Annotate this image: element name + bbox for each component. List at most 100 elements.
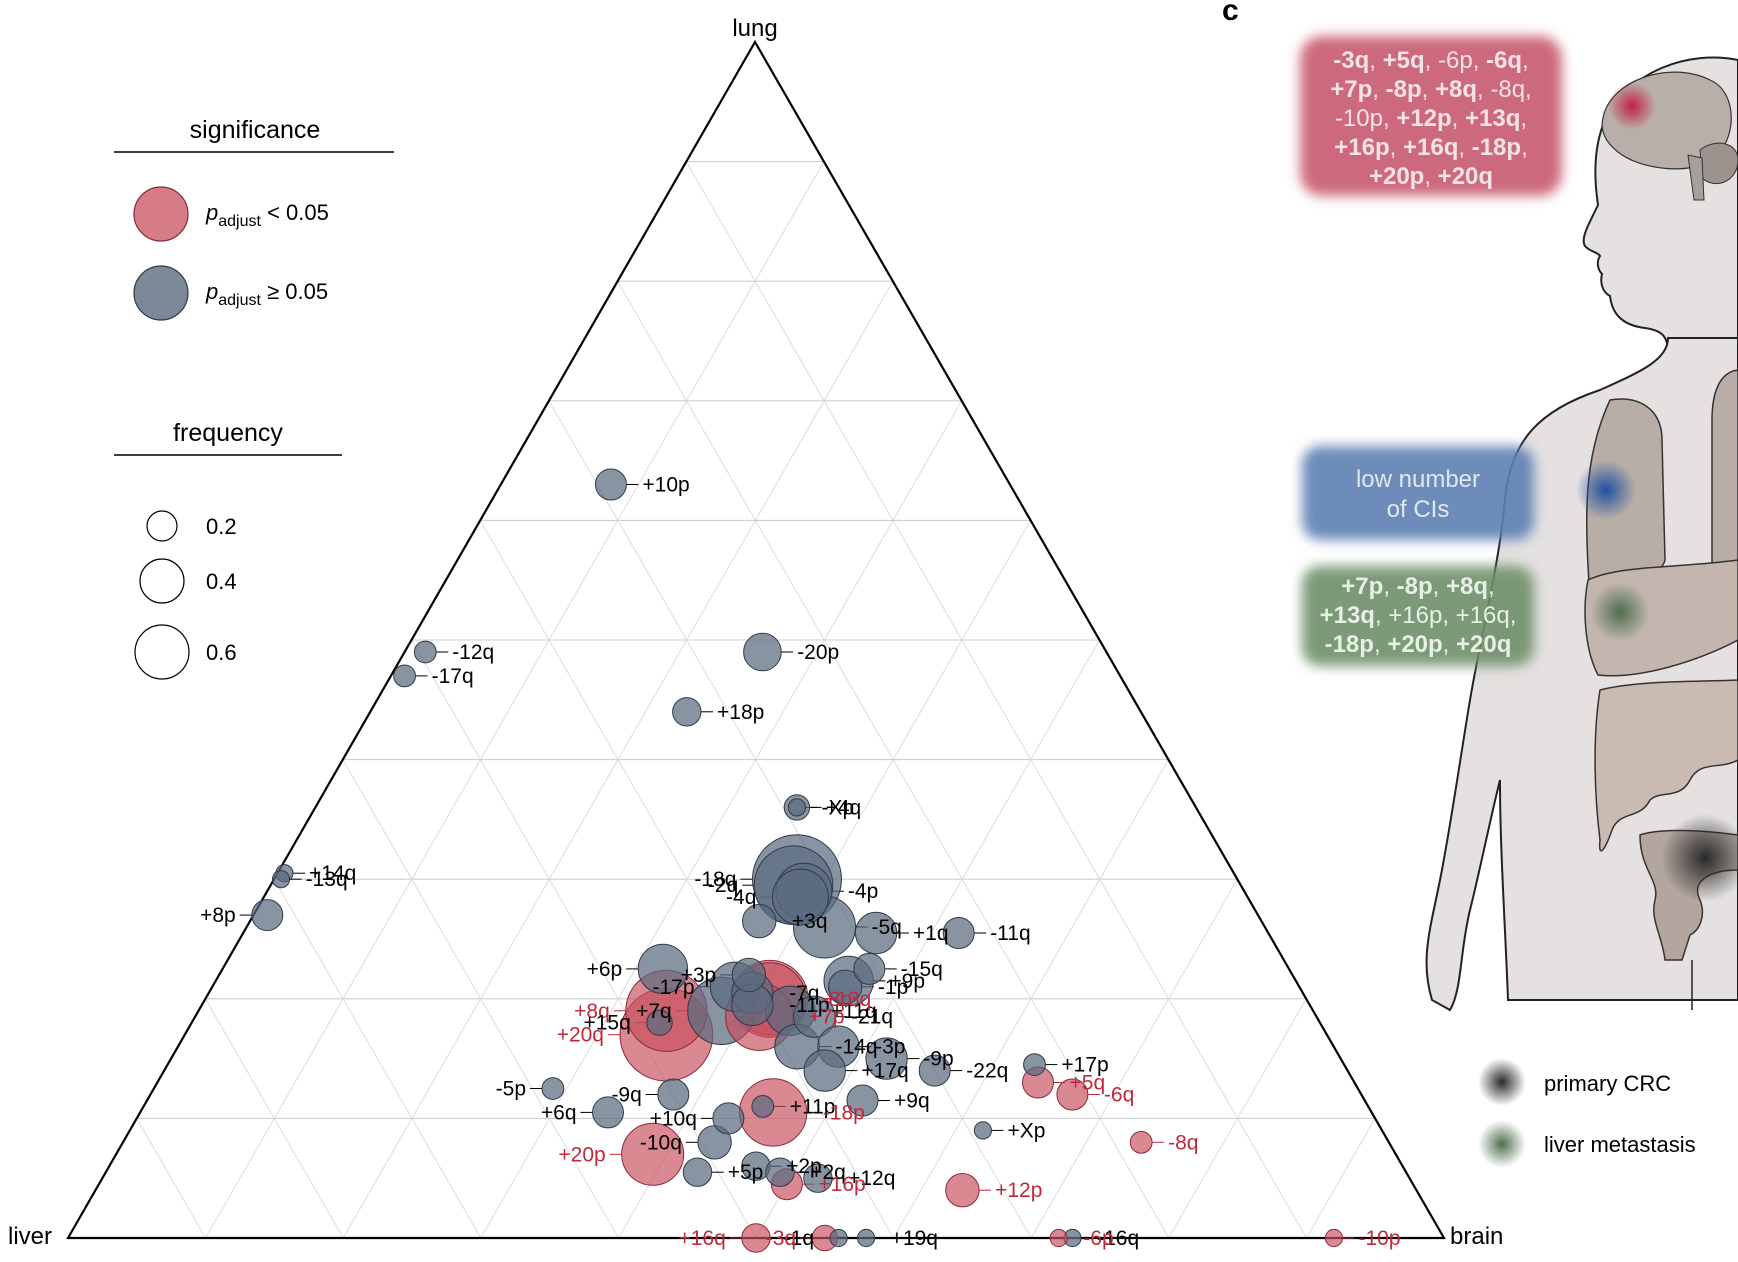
point-label-+5q: +5q — [1070, 1072, 1106, 1095]
point-label--3q: -3q — [766, 1227, 796, 1250]
point-label-+9p: +9p — [889, 970, 925, 993]
point--Xp — [787, 798, 807, 817]
point-+8p — [251, 899, 284, 932]
point-+19q — [857, 1228, 876, 1248]
anatomy-legend: primary CRC liver metastasis — [1478, 1058, 1696, 1168]
point-label--14q: -14q — [836, 1036, 878, 1059]
lung-box-bg — [1302, 446, 1534, 540]
brain-glow — [1608, 82, 1656, 130]
point-label--8p: -8p — [822, 988, 852, 1011]
lung-box-line-1: low number — [1356, 466, 1480, 493]
point-label-+5p: +5p — [728, 1161, 764, 1184]
left-lung — [1711, 369, 1738, 586]
point--13q — [271, 870, 291, 889]
point-label--5p: -5p — [496, 1078, 526, 1101]
liver-box: +7p, -8p, +8q, +13q, +16p, +16q, -18p, +20… — [1302, 566, 1534, 666]
liver-met-swatch — [1478, 1120, 1526, 1168]
point-label--17q: -17q — [432, 665, 474, 688]
point--1q — [829, 1228, 848, 1248]
point--4q — [771, 868, 829, 926]
point-label--18p: -18p — [823, 1101, 865, 1124]
legend-freq-label-0.4: 0.4 — [206, 569, 237, 594]
point-label--16q: -16q — [1097, 1227, 1139, 1250]
grid-line-brain-3 — [480, 400, 963, 1239]
point-label--6p: -6p — [1083, 1227, 1113, 1250]
point--15q — [853, 952, 886, 985]
point-label-+1q: +1q — [913, 922, 949, 945]
point-label-+17q: +17q — [861, 1060, 908, 1083]
point-+9q — [846, 1084, 879, 1117]
point-label--1q: -1q — [784, 1227, 814, 1250]
lung-box-line-2: of CIs — [1387, 496, 1450, 523]
point-+17p — [1023, 1053, 1046, 1076]
point--10p — [1324, 1228, 1344, 1248]
intestines — [1594, 679, 1738, 852]
brain-box-text-line-2: +7p, -8p, +8q, -8q, — [1330, 76, 1531, 103]
point-label-+8q: +8q — [574, 1000, 610, 1023]
primary-crc-swatch — [1478, 1058, 1526, 1106]
point-label-+3p: +3p — [681, 964, 717, 987]
point-label-+2p: +2p — [786, 1155, 822, 1178]
point-label-+20q: +20q — [557, 1024, 604, 1047]
grid-line-brain-7 — [1030, 878, 1238, 1239]
legend-nonsig-text: padjust ≥ 0.05 — [205, 279, 328, 309]
legend-nonsig-swatch — [133, 265, 189, 321]
brain-box-text-line-3: -10p, +12p, +13q, — [1335, 105, 1527, 132]
point-+Xp — [973, 1121, 993, 1140]
point-label--2q: -2q — [708, 874, 738, 897]
point-label--11p: -11p — [789, 994, 829, 1017]
point-label-+Xp: +Xp — [1008, 1119, 1046, 1142]
brain-box-bg — [1300, 36, 1562, 196]
point-label--4p: -4p — [848, 880, 878, 903]
liver-glow — [1590, 582, 1650, 642]
point--1p — [828, 969, 863, 1004]
point-label-+20p: +20p — [558, 1143, 605, 1166]
liver-box-text-line-2: +13q, +16p, +16q, — [1320, 602, 1517, 629]
point-label-+7p: +7p — [809, 1006, 845, 1029]
primary-crc-label: primary CRC — [1544, 1071, 1671, 1096]
brain-box-text-line-1: -3q, +5q, -6p, -6q, — [1333, 47, 1528, 74]
liver-box-text-line-1: +7p, -8p, +8q, — [1341, 573, 1494, 600]
point-label-+6p: +6p — [587, 958, 623, 981]
legend-freq-label-0.6: 0.6 — [206, 640, 237, 665]
point-label-+7q: +7q — [636, 1000, 672, 1023]
point--6q — [1056, 1078, 1089, 1111]
brainstem — [1687, 154, 1705, 201]
liver-box-bg — [1302, 566, 1534, 666]
ternary-grid — [136, 161, 1376, 1239]
point-+3p — [731, 957, 767, 993]
point-label--17p: -17p — [652, 976, 694, 999]
point-label-+6q: +6q — [541, 1101, 577, 1124]
point-+1q — [854, 911, 898, 955]
point-label--22q: -22q — [966, 1060, 1008, 1083]
point-label--8q: -8q — [1168, 1131, 1198, 1154]
grid-line-brain-9 — [1305, 1118, 1376, 1239]
point-+11p — [751, 1095, 775, 1118]
lung-box: low number of CIs — [1302, 446, 1534, 540]
liver-box-text: +7p, -8p, +8q, +13q, +16p, +16q, -18p, +20… — [1320, 573, 1517, 658]
point-label--Xp: -Xp — [822, 796, 855, 819]
legend-sig-text: padjust < 0.05 — [205, 200, 329, 230]
point-label-+19q: +19q — [891, 1227, 938, 1250]
point-label-+11p: +11p — [790, 1095, 836, 1118]
panel-letter: c — [1222, 0, 1239, 27]
point-label-+16q: +16q — [678, 1227, 725, 1250]
point-label--20p: -20p — [797, 641, 839, 664]
point-label-+17p: +17p — [1061, 1054, 1108, 1077]
liver-box-text-line-3: -18p, +20p, +20q — [1325, 631, 1512, 658]
point--8q — [1129, 1130, 1153, 1154]
point-+3q — [742, 903, 777, 939]
point-label--5q: -5q — [872, 916, 902, 939]
point-label--3p: -3p — [875, 1036, 905, 1059]
point--5p — [541, 1077, 565, 1100]
point-+6p — [637, 943, 689, 995]
point-label-+8p: +8p — [200, 904, 236, 927]
point-label--4q: -4q — [726, 886, 756, 909]
point-label--18q: -18q — [694, 868, 736, 891]
point-label--12q: -12q — [452, 641, 494, 664]
point-label-+10q: +10q — [650, 1107, 697, 1130]
colon-glow — [1661, 814, 1738, 902]
point-label--9q: -9q — [611, 1084, 641, 1107]
point-label-+11q: +11q — [831, 1000, 877, 1023]
point-label--11q: -11q — [990, 922, 1030, 945]
